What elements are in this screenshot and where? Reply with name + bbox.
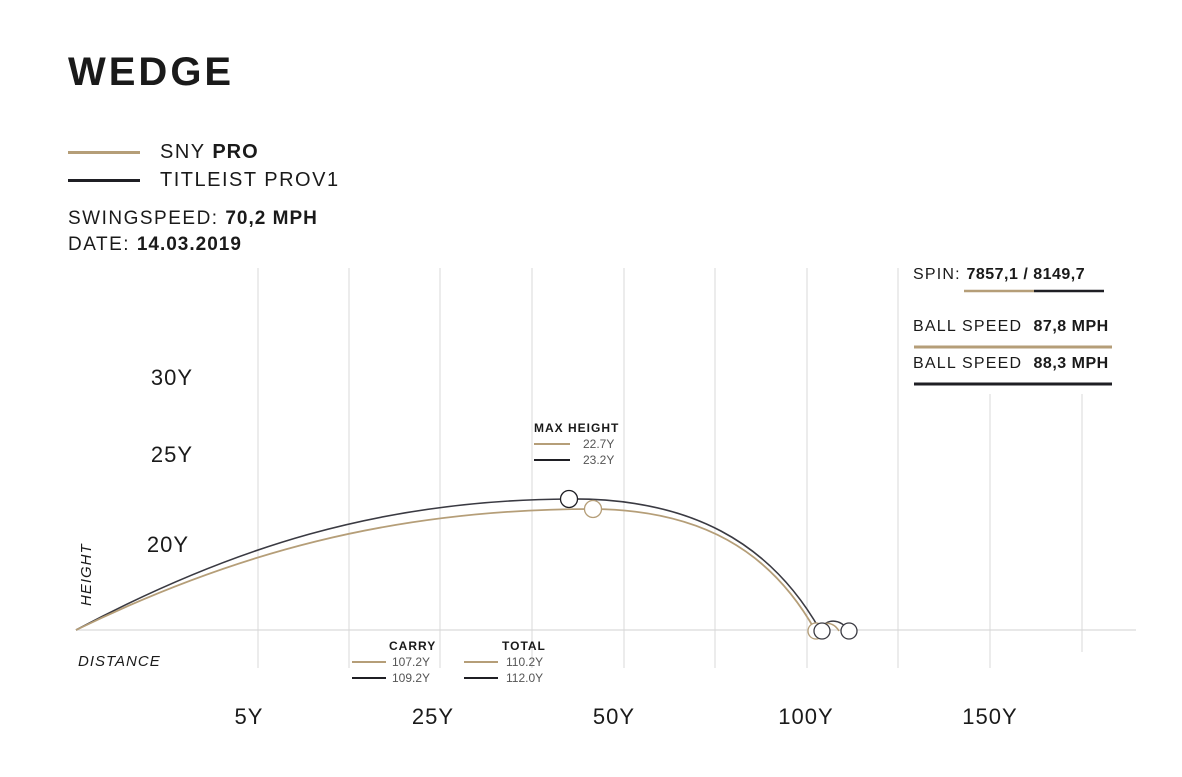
swingspeed-label: SWINGSPEED: — [68, 208, 226, 229]
x-tick-label: 50Y — [593, 704, 635, 729]
legend-label-prefix: SNY — [160, 140, 213, 163]
legend-label-bold: PRO — [212, 140, 259, 163]
x-axis-label: DISTANCE — [78, 653, 161, 670]
carry-value-titleist: 109.2Y — [392, 671, 430, 685]
max-height-marker-titleist — [559, 489, 579, 509]
y-tick-label: 25Y — [151, 442, 193, 467]
max-height-marker-sny-pro — [583, 499, 603, 519]
date-info: DATE: 14.03.2019 — [68, 232, 242, 258]
date-value: 14.03.2019 — [136, 234, 242, 255]
swingspeed-info: SWINGSPEED: 70,2 MPH — [68, 206, 318, 232]
legend-item-sny-pro: SNY PRO — [68, 138, 259, 166]
y-axis-label: HEIGHT — [78, 542, 95, 606]
ball-speed-value-titleist: 88,3 MPH — [1033, 355, 1109, 372]
legend-swatch-titleist — [68, 178, 140, 182]
swingspeed-value: 70,2 MPH — [225, 208, 318, 229]
spin-stat: SPIN: 7857,1 / 8149,7 — [913, 266, 1085, 284]
x-tick-label: 100Y — [778, 704, 833, 729]
carry-marker-titleist — [813, 622, 831, 640]
x-tick-label: 5Y — [235, 704, 264, 729]
y-tick-label: 20Y — [147, 532, 189, 557]
ball-speed-label: BALL SPEED — [913, 355, 1023, 372]
carry-value-sny-pro: 107.2Y — [392, 655, 430, 669]
max-height-label: MAX HEIGHT — [534, 421, 619, 435]
total-value-sny-pro: 110.2Y — [506, 655, 543, 669]
spin-value: 7857,1 / 8149,7 — [966, 266, 1086, 283]
series-line-titleist — [75, 498, 821, 631]
legend-item-titleist: TITLEIST PROV1 — [68, 166, 340, 194]
series-line-sny-pro — [75, 508, 816, 631]
y-tick-label: 30Y — [151, 365, 193, 390]
ball-speed-stat-sny-pro: BALL SPEED 87,8 MPH — [913, 318, 1109, 336]
total-marker-titleist — [840, 622, 858, 640]
spin-label: SPIN: — [913, 266, 967, 283]
legend-label-titleist: TITLEIST PROV1 — [160, 168, 340, 191]
ball-speed-label: BALL SPEED — [913, 318, 1023, 335]
total-label: TOTAL — [502, 639, 546, 653]
chart-title: WEDGE — [68, 50, 235, 94]
grid-lines — [257, 268, 1083, 668]
x-tick-label: 25Y — [412, 704, 454, 729]
legend-swatch-sny-pro — [68, 150, 140, 154]
total-value-titleist: 112.0Y — [506, 671, 543, 685]
max-height-value-sny-pro: 22.7Y — [583, 437, 614, 451]
carry-label: CARRY — [389, 639, 436, 653]
ball-speed-stat-titleist: BALL SPEED 88,3 MPH — [913, 355, 1109, 373]
legend-label-sny-pro: SNY PRO — [160, 141, 259, 164]
ball-speed-value-sny-pro: 87,8 MPH — [1033, 318, 1109, 335]
x-tick-label: 150Y — [962, 704, 1017, 729]
date-label: DATE: — [68, 234, 137, 255]
max-height-value-titleist: 23.2Y — [583, 453, 614, 467]
